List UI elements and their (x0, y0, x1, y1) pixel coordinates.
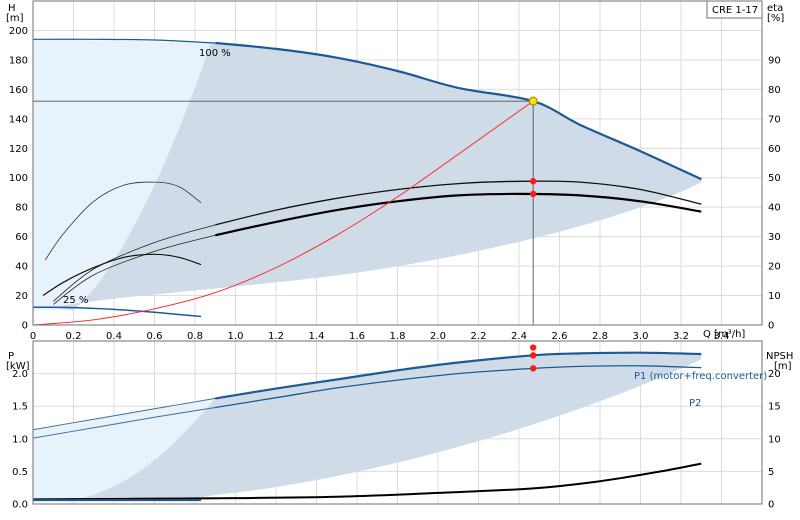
chart-markers (528, 96, 538, 372)
x-tick-label: 0.8 (187, 331, 203, 342)
top-plot-frame (32, 0, 763, 326)
eta-small-upper-curve (44, 181, 202, 261)
right-tick-label: 10 (768, 434, 781, 445)
right-tick-label: 5 (768, 467, 774, 478)
right-tick-label: 70 (768, 114, 781, 125)
right-tick-label: 90 (768, 55, 781, 66)
right-tick-label: 30 (768, 232, 781, 243)
right-tick-label: 0 (768, 500, 774, 511)
right-tick-label: 0 (768, 321, 774, 332)
marker-p1 (529, 352, 537, 359)
x-tick-label: 3.0 (633, 331, 649, 342)
power-range-light-area (33, 398, 216, 501)
top-y-axis-unit: [m] (6, 13, 24, 24)
left-tick-label: 2.0 (12, 369, 28, 380)
bottom-right-axis-unit: [m] (774, 361, 792, 372)
marker-npsh (529, 344, 537, 351)
right-tick-label: 20 (768, 262, 781, 273)
eta-small-curve (42, 253, 202, 297)
x-tick-label: 0 (30, 331, 36, 342)
bottom-y-axis-name: P (8, 351, 14, 362)
marker-eta (529, 178, 537, 185)
top-curves (33, 38, 702, 325)
top-right-axis-unit: [%] (767, 13, 784, 24)
npsh-curve (33, 462, 702, 501)
left-tick-label: 0.0 (12, 500, 28, 511)
left-tick-label: 180 (9, 55, 28, 66)
head-curve-100 (215, 41, 702, 181)
p1-curve-low (33, 397, 216, 431)
x-tick-label: 3.4 (714, 331, 730, 342)
left-tick-label: 0.5 (12, 467, 28, 478)
left-tick-label: 1.0 (12, 434, 28, 445)
x-tick-label: 0.6 (147, 331, 163, 342)
right-tick-label: 50 (768, 173, 781, 184)
p2-curve-low (33, 407, 216, 439)
left-tick-label: 200 (9, 26, 28, 37)
x-tick-label: 2.6 (552, 331, 568, 342)
annotation-100-percent: 100 % (199, 48, 231, 59)
left-tick-label: 120 (9, 144, 28, 155)
head-curve-low (33, 38, 216, 44)
left-tick-label: 60 (15, 232, 28, 243)
x-tick-label: 1.0 (228, 331, 244, 342)
power-range-area (73, 352, 702, 501)
chart-title: CRE 1-17 (712, 5, 758, 16)
axis-ticks: 0 0.2 0.4 0.6 0.8 1.0 1.2 1.4 1.6 1.8 2.0 2.2 2.4 2.6… (9, 26, 781, 511)
x-tick-label: 1.6 (349, 331, 365, 342)
bottom-right-axis-name: NPSH (766, 351, 793, 362)
right-tick-label: 15 (768, 402, 781, 413)
right-tick-label: 40 (768, 203, 781, 214)
left-tick-label: 100 (9, 173, 28, 184)
left-tick-label: 40 (15, 262, 28, 273)
x-tick-label: 2.8 (592, 331, 608, 342)
left-tick-label: 20 (15, 291, 28, 302)
annotation-25-percent: 25 % (63, 295, 88, 306)
p2-curve (215, 365, 702, 409)
bottom-curves (33, 351, 702, 502)
right-tick-label: 80 (768, 85, 781, 96)
right-tick-label: 10 (768, 291, 781, 302)
x-tick-label: 3.2 (673, 331, 689, 342)
left-tick-label: 0 (22, 321, 28, 332)
right-tick-label: 20 (768, 369, 781, 380)
x-tick-label: 1.8 (390, 331, 406, 342)
p1-curve (215, 351, 702, 400)
right-tick-label: 60 (768, 144, 781, 155)
left-tick-label: 1.5 (12, 402, 28, 413)
series-label-p2: P2 (689, 398, 701, 409)
system-curve (33, 100, 534, 325)
x-tick-label: 1.2 (268, 331, 284, 342)
marker-duty (528, 96, 538, 106)
top-right-axis-name: eta (767, 3, 783, 14)
x-tick-label: 1.4 (309, 331, 325, 342)
x-tick-label: 0.2 (66, 331, 82, 342)
x-tick-label: 0.4 (106, 331, 122, 342)
bottom-plot-frame (32, 340, 763, 505)
x-axis-label: Q [m³/h] (703, 329, 745, 340)
marker-p2 (529, 365, 537, 372)
operating-range-light-area (33, 39, 212, 311)
top-y-axis-name: H (8, 3, 16, 14)
eta-max-curve (215, 180, 702, 226)
x-tick-label: 2.2 (471, 331, 487, 342)
x-tick-label: 2.4 (511, 331, 527, 342)
head-curve-25 (33, 306, 202, 318)
operating-range-area (53, 42, 702, 311)
eta-curve-low (53, 234, 216, 305)
eta-max-curve-low (53, 224, 216, 302)
bottom-y-axis-unit: [kW] (6, 361, 30, 372)
series-label-p1: P1 (motor+freq.converter) (634, 371, 767, 382)
chart-title-box (706, 0, 763, 19)
marker-eta (529, 190, 537, 198)
x-tick-label: 2.0 (430, 331, 446, 342)
left-tick-label: 140 (9, 114, 28, 125)
left-tick-label: 160 (9, 85, 28, 96)
eta-curve (215, 192, 702, 237)
left-tick-label: 80 (15, 203, 28, 214)
